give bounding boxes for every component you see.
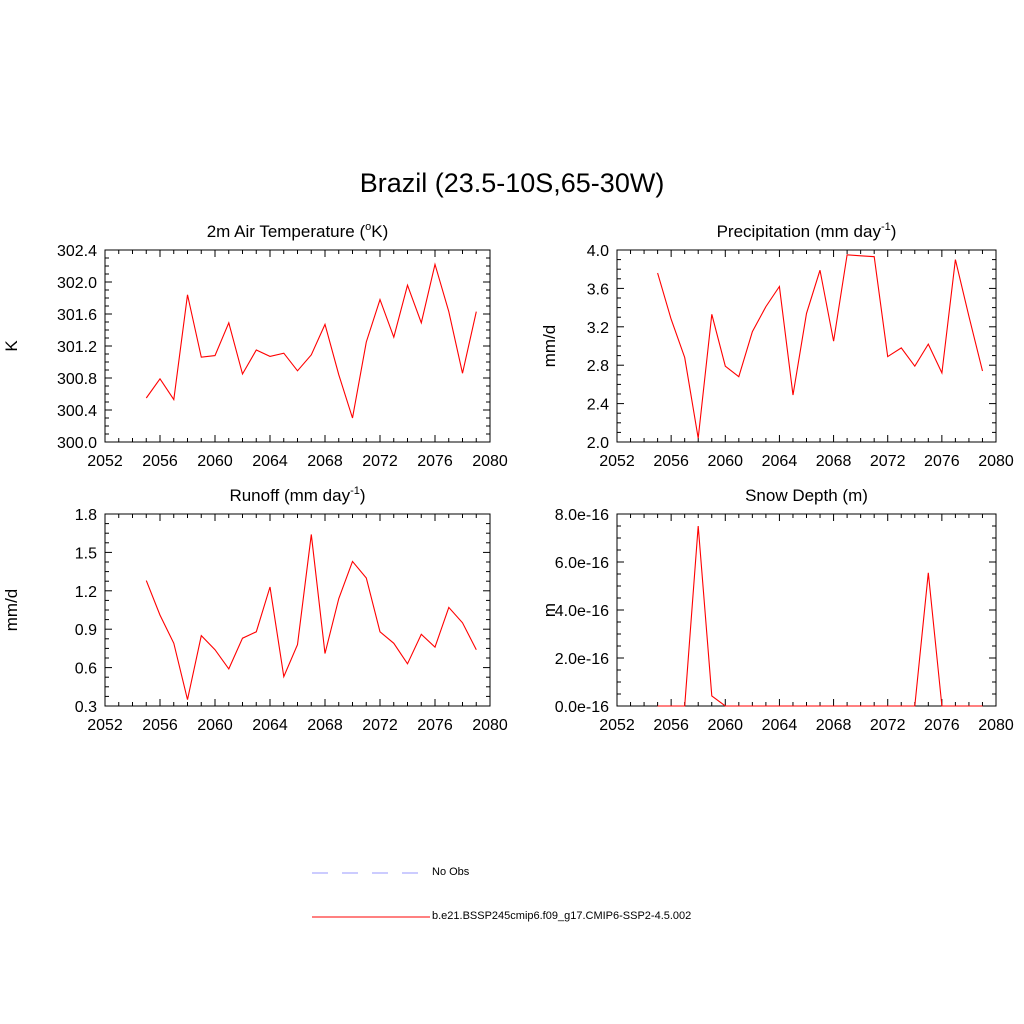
plot-frame <box>104 513 491 707</box>
x-tick-label: 2052 <box>87 717 123 734</box>
y-tick-label: 2.8 <box>587 358 609 375</box>
x-tick-label: 2080 <box>978 453 1014 470</box>
y-tick-label: 302.4 <box>57 243 97 260</box>
y-tick-label: 301.6 <box>57 307 97 324</box>
x-tick-label: 2072 <box>870 453 906 470</box>
y-axis-label: mm/d <box>540 325 559 368</box>
y-tick-label: 3.6 <box>587 281 609 298</box>
legend-label-no-obs: No Obs <box>432 866 470 878</box>
y-tick-label: 300.4 <box>57 403 97 420</box>
y-tick-label: 300.0 <box>57 435 97 452</box>
x-tick-label: 2060 <box>707 717 743 734</box>
y-axis-label: m <box>540 603 559 617</box>
y-tick-label: 0.6 <box>75 661 97 678</box>
y-tick-label: 1.2 <box>75 584 97 601</box>
x-tick-label: 2060 <box>197 453 233 470</box>
chart-panel-1: 2052 2056 2060 2064 2068 2072 2076 2080 300.0 300… <box>2 221 508 470</box>
chart-panel-3: 2052 2056 2060 2064 2068 2072 2076 2080 0.3 0.6 0.… <box>2 485 508 734</box>
x-tick-label: 2052 <box>599 453 635 470</box>
x-tick-label: 2076 <box>417 717 453 734</box>
y-tick-label: 4.0 <box>587 243 609 260</box>
y-tick-label: 2.0e-16 <box>555 651 609 668</box>
series-line <box>145 534 477 700</box>
y-axis-label: K <box>2 340 21 352</box>
legend-label-model: b.e21.BSSP245cmip6.f09_g17.CMIP6-SSP2-4.… <box>432 910 692 922</box>
x-tick-label: 2056 <box>653 453 689 470</box>
x-tick-label: 2064 <box>252 453 288 470</box>
panel-title: 2m Air Temperature (oK) <box>207 221 389 241</box>
x-tick-label: 2076 <box>924 453 960 470</box>
series-line <box>657 254 984 439</box>
series-line <box>145 262 477 419</box>
y-tick-label: 0.9 <box>75 622 97 639</box>
y-tick-label: 300.8 <box>57 371 97 388</box>
x-tick-label: 2060 <box>707 453 743 470</box>
panel-title: Snow Depth (m) <box>745 486 868 505</box>
x-tick-label: 2068 <box>307 453 343 470</box>
x-tick-label: 2072 <box>362 453 398 470</box>
y-tick-label: 1.5 <box>75 545 97 562</box>
series-line <box>657 525 983 707</box>
y-tick-label: 3.2 <box>587 320 609 337</box>
x-tick-label: 2072 <box>870 717 906 734</box>
x-tick-label: 2064 <box>252 717 288 734</box>
x-tick-label: 2052 <box>599 717 635 734</box>
plot-frame <box>104 249 491 443</box>
y-tick-label: 0.0e-16 <box>555 699 609 716</box>
figure-title: Brazil (23.5-10S,65-30W) <box>359 168 665 198</box>
x-tick-label: 2080 <box>472 717 508 734</box>
y-tick-label: 2.4 <box>587 397 609 414</box>
chart-panel-4: 2052 2056 2060 2064 2068 2072 2076 2080 0.0e-16 2… <box>540 486 1014 734</box>
y-tick-label: 301.2 <box>57 339 97 356</box>
y-axis-label: mm/d <box>2 589 21 632</box>
y-tick-label: 8.0e-16 <box>555 507 609 524</box>
x-tick-label: 2056 <box>142 717 178 734</box>
x-tick-label: 2060 <box>197 717 233 734</box>
y-tick-label: 6.0e-16 <box>555 555 609 572</box>
y-tick-label: 302.0 <box>57 275 97 292</box>
x-tick-label: 2080 <box>978 717 1014 734</box>
x-tick-label: 2064 <box>762 453 798 470</box>
panel-title: Precipitation (mm day-1) <box>717 221 897 241</box>
x-tick-label: 2068 <box>307 717 343 734</box>
y-tick-label: 0.3 <box>75 699 97 716</box>
y-tick-label: 2.0 <box>587 435 609 452</box>
x-tick-label: 2068 <box>816 717 852 734</box>
legend <box>312 872 430 918</box>
y-tick-label: 1.8 <box>75 507 97 524</box>
plot-frame <box>616 249 997 443</box>
x-tick-label: 2068 <box>816 453 852 470</box>
x-tick-label: 2080 <box>472 453 508 470</box>
chart-panel-2: 2052 2056 2060 2064 2068 2072 2076 2080 2.0 2.4 2.… <box>540 221 1014 470</box>
x-tick-label: 2064 <box>762 717 798 734</box>
panel-title: Runoff (mm day-1) <box>229 485 365 505</box>
x-tick-label: 2056 <box>142 453 178 470</box>
x-tick-label: 2072 <box>362 717 398 734</box>
x-tick-label: 2052 <box>87 453 123 470</box>
x-tick-label: 2076 <box>417 453 453 470</box>
y-tick-label: 4.0e-16 <box>555 603 609 620</box>
x-tick-label: 2056 <box>653 717 689 734</box>
x-tick-label: 2076 <box>924 717 960 734</box>
